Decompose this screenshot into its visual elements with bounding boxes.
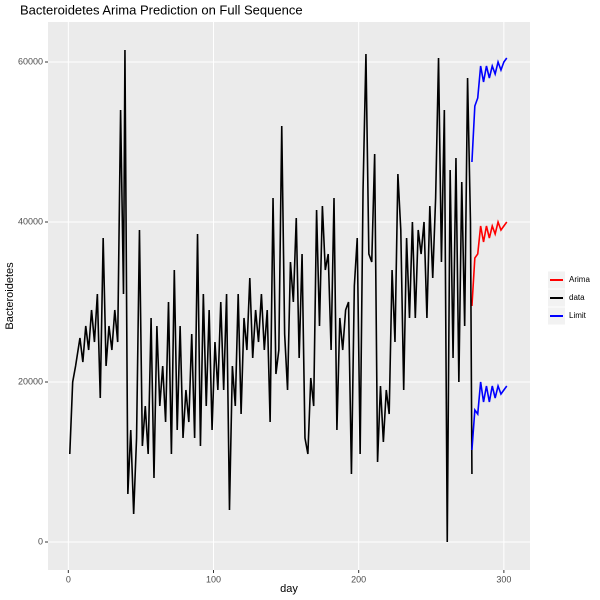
line (68, 49, 473, 543)
chart-title: Bacteroidetes Arima Prediction on Full S… (20, 2, 303, 17)
y-tick-label: 20000 (18, 376, 43, 386)
legend-label: Limit (569, 311, 587, 320)
line (471, 381, 508, 451)
y-tick-label: 40000 (18, 216, 43, 226)
y-tick-label: 0 (38, 536, 43, 546)
x-tick-label: 0 (66, 574, 71, 584)
y-tick-label: 60000 (18, 56, 43, 66)
legend-label: Arima (569, 275, 590, 284)
x-tick-label: 100 (206, 574, 221, 584)
y-axis-title: Bacteroidetes (4, 262, 16, 330)
x-tick-label: 200 (351, 574, 366, 584)
x-tick-label: 300 (496, 574, 511, 584)
legend-label: data (569, 293, 585, 302)
line (471, 57, 508, 163)
line (471, 219, 508, 307)
x-axis-title: day (280, 583, 298, 595)
